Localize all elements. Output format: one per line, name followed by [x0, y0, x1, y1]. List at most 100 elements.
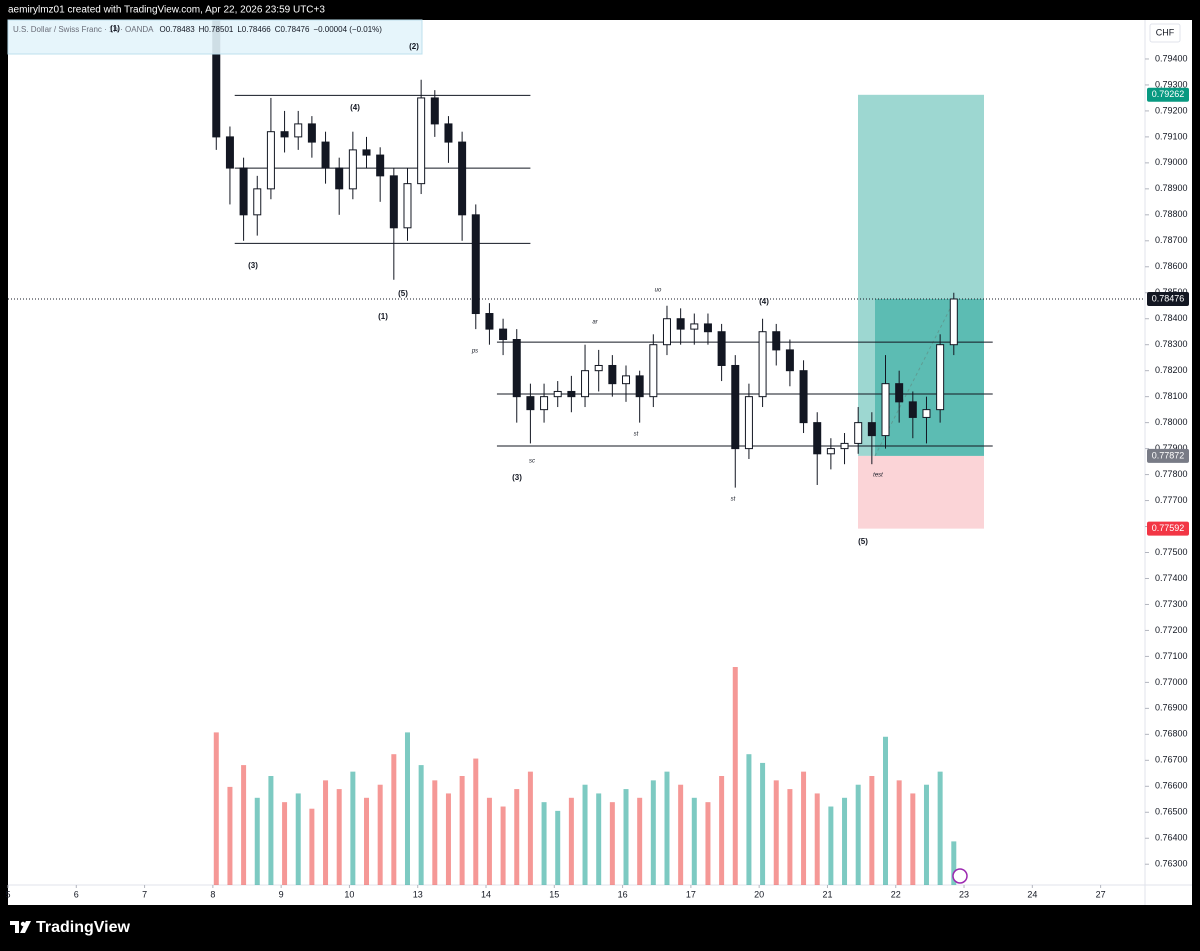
volume-bar: [568, 797, 574, 885]
candle-body: [608, 364, 617, 385]
candle-body: [335, 167, 344, 190]
candle-body: [362, 149, 371, 156]
volume-bar: [760, 762, 766, 885]
volume-bar: [732, 667, 738, 885]
y-tick-label: 0.76600: [1155, 781, 1188, 791]
volume-bar: [377, 784, 383, 885]
candle-body: [594, 364, 603, 372]
candle-body: [758, 331, 767, 398]
volume-bar: [404, 732, 410, 885]
volume-bar: [664, 771, 670, 885]
candle-body: [649, 344, 658, 398]
wave-label: (3): [248, 261, 258, 270]
volume-bar: [582, 784, 588, 885]
wave-label: st: [731, 497, 736, 503]
volume-bar: [814, 793, 820, 885]
volume-bar: [282, 802, 288, 885]
y-tick-label: 0.79200: [1155, 105, 1188, 115]
volume-bar: [309, 808, 315, 885]
price-badge: [1147, 291, 1189, 306]
volume-bar: [896, 780, 902, 885]
x-tick-label: 23: [959, 889, 969, 899]
wave-label: (1): [378, 312, 388, 321]
candle-body: [581, 370, 590, 398]
y-tick-label: 0.77500: [1155, 547, 1188, 557]
volume-bar: [691, 797, 697, 885]
y-tick-label: 0.77300: [1155, 599, 1188, 609]
readout-value: 0.78476: [281, 25, 310, 34]
y-tick-label: 0.76700: [1155, 755, 1188, 765]
volume-bar: [705, 802, 711, 885]
volume-bar: [801, 771, 807, 885]
wave-label: (1): [110, 24, 120, 33]
volume-bar: [623, 789, 629, 885]
candle-body: [348, 149, 357, 190]
candle-body: [471, 214, 480, 315]
candle-body: [826, 448, 835, 455]
candle-body: [949, 298, 958, 346]
volume-bar: [541, 802, 547, 885]
candle-body: [867, 422, 876, 437]
candle-body: [785, 349, 794, 372]
x-tick-label: 6: [74, 889, 79, 899]
pnl-path: [874, 298, 956, 457]
volume-bar: [432, 780, 438, 885]
volume-bar: [391, 754, 397, 885]
volume-bar: [213, 732, 219, 885]
candle-body: [444, 123, 453, 143]
x-tick-label: 17: [686, 889, 696, 899]
readout-key: O: [159, 25, 165, 34]
wave-label: (5): [398, 289, 408, 298]
x-tick-label: 14: [481, 889, 491, 899]
y-tick-label: 0.76900: [1155, 703, 1188, 713]
y-tick-label: 0.77200: [1155, 625, 1188, 635]
price-badge-label: 0.77592: [1152, 523, 1185, 533]
candle-body: [485, 313, 494, 330]
x-tick-label: 5: [5, 889, 10, 899]
volume-bar: [364, 797, 370, 885]
volume-bar: [418, 765, 424, 885]
y-tick-label: 0.77100: [1155, 651, 1188, 661]
candle-body: [799, 370, 808, 424]
x-tick-label: 22: [891, 889, 901, 899]
creator-text: aemirylmz01 created with TradingView.com…: [8, 5, 325, 16]
candle-body: [499, 328, 508, 341]
candle-body: [553, 390, 562, 398]
y-tick-label: 0.79400: [1155, 53, 1188, 63]
volume-bar: [773, 780, 779, 885]
y-tick-label: 0.76400: [1155, 833, 1188, 843]
y-tick-label: 0.79100: [1155, 131, 1188, 141]
volume-bar: [923, 784, 929, 885]
candle-body: [430, 97, 439, 125]
volume-bar: [596, 793, 602, 885]
candle-body: [717, 331, 726, 366]
chart-area: [8, 20, 1192, 905]
x-tick-label: 10: [344, 889, 354, 899]
candle-body: [321, 141, 330, 169]
symbol: U.S. Dollar / Swiss Franc · 1h · OANDA: [13, 25, 154, 34]
candle-body: [813, 422, 822, 455]
candle-body: [662, 318, 671, 346]
wave-label: (5): [858, 537, 868, 546]
x-tick-label: 7: [142, 889, 147, 899]
alert-icon[interactable]: [952, 868, 968, 884]
y-tick-label: 0.76300: [1155, 859, 1188, 869]
volume-bar: [746, 754, 752, 885]
candle-body: [908, 401, 917, 418]
volume-bar: [609, 802, 615, 885]
x-tick-label: 16: [618, 889, 628, 899]
candle-body: [225, 136, 234, 169]
candle-body: [854, 422, 863, 444]
y-tick-label: 0.78900: [1155, 183, 1188, 193]
candle-body: [239, 167, 248, 216]
volume-bar: [869, 776, 875, 885]
volume-bar: [500, 806, 506, 885]
plot: [8, 19, 1145, 885]
price-badge: [1147, 87, 1189, 102]
candle-body: [417, 97, 426, 185]
currency-button[interactable]: [1149, 23, 1181, 43]
currency[interactable]: CHF: [1156, 27, 1175, 37]
footer: [0, 905, 1200, 951]
logo: [10, 921, 31, 933]
